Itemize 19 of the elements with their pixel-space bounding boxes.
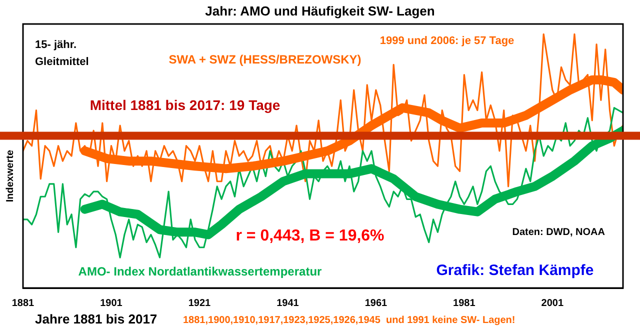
x-tick-label: 2001 bbox=[541, 298, 564, 309]
x-tick-label: 1921 bbox=[188, 298, 212, 309]
y-axis-title: Indexwerte bbox=[4, 149, 16, 202]
chart-title: Jahr: AMO und Häufigkeit SW- Lagen bbox=[205, 4, 435, 19]
x-tick-label: 1941 bbox=[276, 298, 300, 309]
series-label: AMO- Index Nordatlantikwassertemperatur bbox=[78, 264, 322, 278]
x-tick-label: 1981 bbox=[453, 298, 476, 309]
annotation: Grafik: Stefan Kämpfe bbox=[436, 262, 594, 280]
annotation: Daten: DWD, NOAA bbox=[512, 226, 605, 238]
x-tick-label: 1961 bbox=[364, 298, 388, 309]
x-tick-label: 1881 bbox=[12, 298, 35, 309]
annotation: 1999 und 2006: je 57 Tage bbox=[380, 35, 514, 48]
series-label: SWA + SWZ (HESS/BREZOWSKY) bbox=[168, 52, 362, 66]
x-axis-title: Jahre 1881 bis 2017 bbox=[35, 312, 158, 327]
x-tick-label: 1901 bbox=[100, 298, 123, 309]
annotation: Mittel 1881 bis 2017: 19 Tage bbox=[90, 96, 280, 113]
annotation: r = 0,443, B = 19,6% bbox=[236, 227, 384, 244]
annotation: 15- jähr. Gleitmittel bbox=[35, 39, 89, 68]
text: 1881,1900,1910,1917,1923,1925,1926,1945 und 1991 keine SW- Lagen! bbox=[183, 314, 516, 326]
